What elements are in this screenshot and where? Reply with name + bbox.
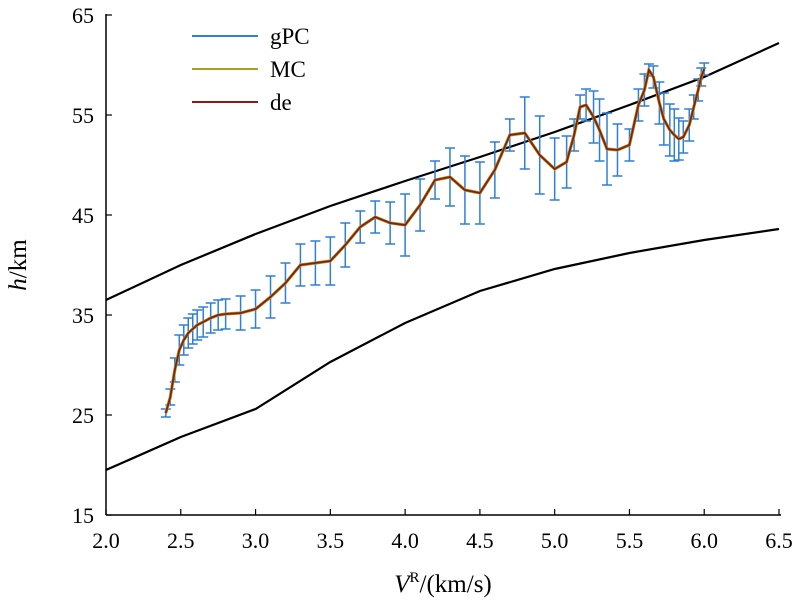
de-line xyxy=(164,67,706,414)
bound-curves xyxy=(106,41,780,472)
y-tick-label: 65 xyxy=(72,3,94,28)
x-tick-label: 6.0 xyxy=(690,528,718,553)
axis-ticks: 2.0 2.5 3.0 3.5 4.0 4.5 5.0 5.5 6.0 6.5 15 25 35 45 55… xyxy=(72,3,793,553)
data-series xyxy=(160,62,710,418)
upper-bound-line xyxy=(106,41,780,301)
mc-line xyxy=(164,65,706,414)
x-tick-label: 2.0 xyxy=(92,528,120,553)
x-tick-label: 3.5 xyxy=(317,528,345,553)
y-tick-label: 35 xyxy=(72,303,94,328)
legend-label-gpc: gPC xyxy=(270,24,310,49)
gpc-line xyxy=(165,68,705,414)
y-tick-label: 25 xyxy=(72,403,94,428)
y-tick-label: 15 xyxy=(72,503,94,528)
y-tick-label: 45 xyxy=(72,203,94,228)
legend: gPC MC de xyxy=(192,24,310,115)
y-axis-title: h/km xyxy=(5,239,32,291)
x-tick-label: 5.0 xyxy=(541,528,569,553)
x-tick-label: 3.0 xyxy=(242,528,270,553)
x-tick-label: 4.5 xyxy=(466,528,494,553)
x-tick-label: 6.5 xyxy=(765,528,793,553)
x-tick-label: 2.5 xyxy=(167,528,195,553)
lower-bound-line xyxy=(106,227,780,472)
x-tick-label: 5.5 xyxy=(616,528,644,553)
legend-label-mc: MC xyxy=(270,57,306,82)
x-axis-title: VR/(km/s) xyxy=(394,570,492,598)
x-tick-label: 4.0 xyxy=(391,528,419,553)
y-tick-label: 55 xyxy=(72,103,94,128)
legend-label-de: de xyxy=(270,90,292,115)
